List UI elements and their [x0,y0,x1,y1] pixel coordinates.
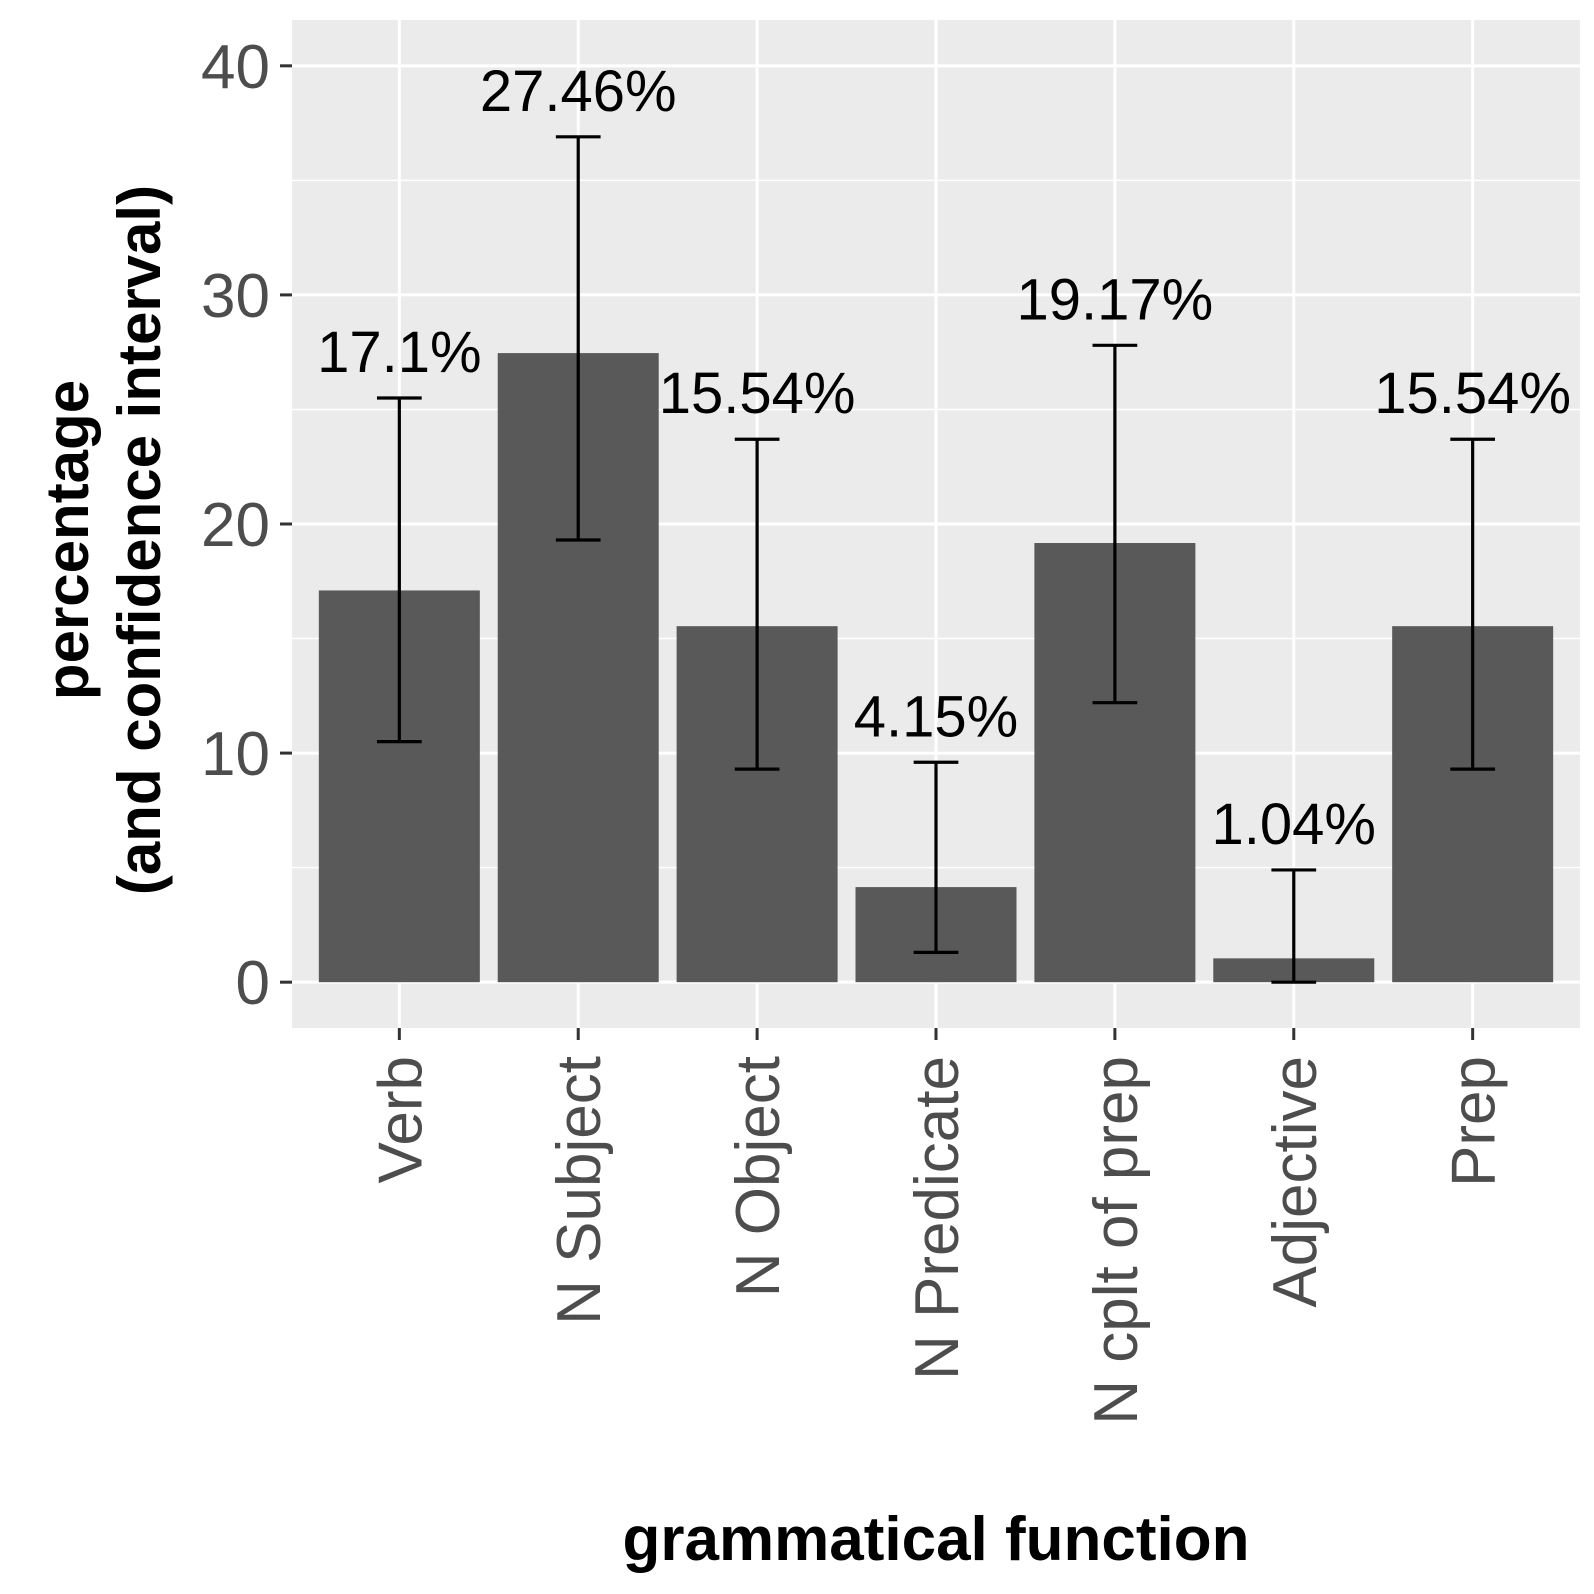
error-bar-3 [734,437,780,771]
x-tick-label: N Object [724,1056,793,1297]
y-tick-label: 10 [201,720,270,789]
error-bars [376,135,1496,984]
data-label-6: 1.04% [1212,792,1376,857]
y-tick-label: 30 [201,262,270,331]
x-tick-label: Prep [1440,1056,1509,1187]
error-bar-1 [376,396,422,744]
error-bar-7 [1450,437,1496,771]
data-labels: 17.1% 27.46% 15.54% 4.15% 19.17% 1.04% 15.54% [317,59,1571,857]
data-label-3: 15.54% [659,361,856,426]
y-axis-title: percentage (and confidence interval) [34,185,173,895]
y-axis: 0 10 20 30 40 [201,33,292,1018]
error-bar-2 [555,135,601,542]
y-axis-title-line-2: (and confidence interval) [106,185,173,895]
data-label-5: 19.17% [1017,267,1214,332]
data-label-4: 4.15% [854,684,1018,749]
y-tick-label: 40 [201,33,270,102]
error-bar-5 [1092,343,1138,705]
x-tick-label: N Subject [545,1056,614,1325]
x-axis: Verb N Subject N Object N Predicate N cplt o… [366,1028,1509,1425]
data-label-7: 15.54% [1374,361,1571,426]
y-tick-label: 20 [201,491,270,560]
x-tick-label: N cplt of prep [1082,1056,1151,1425]
x-tick-label: N Predicate [903,1056,972,1380]
error-bar-6 [1271,868,1317,984]
data-label-2: 27.46% [480,59,677,124]
x-axis-title: grammatical function [623,1505,1250,1574]
x-tick-label: Adjective [1261,1056,1330,1308]
x-tick-label: Verb [366,1056,435,1184]
y-axis-title-line-1: percentage [34,380,101,700]
data-label-1: 17.1% [317,320,481,385]
y-tick-label: 0 [236,949,270,1018]
error-bar-4 [913,760,959,955]
